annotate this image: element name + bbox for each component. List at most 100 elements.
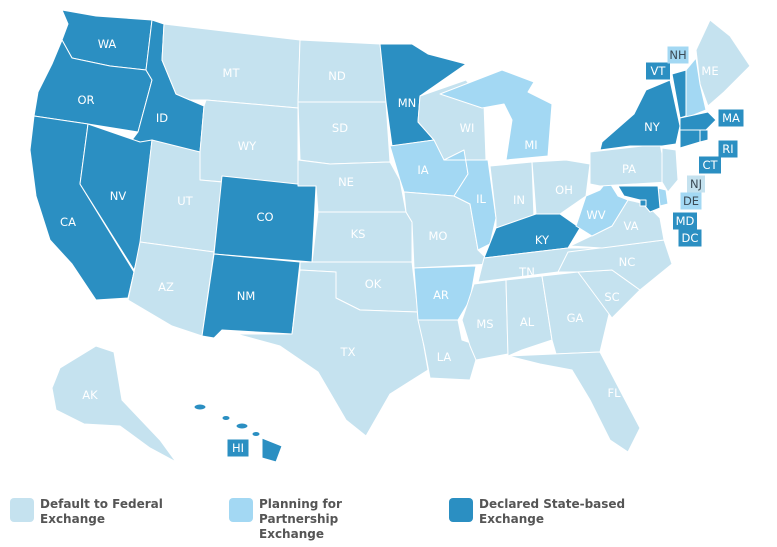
legend-label-federal-line2: Exchange — [40, 512, 105, 526]
state-callout-nh[interactable]: NH — [667, 46, 689, 64]
state-callout-box-hi — [227, 439, 249, 457]
state-label-ks: KS — [351, 227, 366, 241]
state-callout-hi[interactable]: HI — [227, 439, 249, 457]
state-callout-box-dc — [678, 229, 702, 247]
state-label-ky: KY — [535, 233, 550, 247]
state-MA[interactable] — [679, 111, 717, 131]
state-NJ[interactable] — [661, 147, 679, 193]
state-label-wa: WA — [98, 37, 117, 51]
state-label-ok: OK — [365, 277, 382, 291]
state-callout-ri[interactable]: RI — [718, 140, 738, 158]
state-NH[interactable] — [685, 57, 707, 119]
state-callout-box-nh — [667, 46, 689, 64]
state-label-nh: NH — [669, 48, 686, 62]
state-label-or: OR — [77, 93, 94, 107]
state-callout-box-md — [673, 212, 697, 230]
state-NY[interactable] — [599, 79, 681, 151]
legend-swatch-state — [449, 498, 473, 522]
state-AL[interactable] — [505, 275, 553, 357]
state-callout-ma[interactable]: MA — [718, 109, 744, 127]
state-label-de: DE — [683, 194, 699, 208]
state-callout-ct[interactable]: CT — [699, 156, 721, 174]
us-map-svg: WA OR CA ID NV MT WY UT AZ CO NM ND SD NE KS OK TX MN IA MO… — [29, 9, 751, 463]
state-HI[interactable] — [193, 403, 283, 463]
state-label-wv: WV — [586, 208, 605, 222]
legend: Default to Federal Exchange Planning for… — [0, 497, 777, 541]
state-label-ne: NE — [338, 175, 354, 189]
state-label-al: AL — [520, 315, 535, 329]
state-label-la: LA — [437, 350, 452, 364]
state-callout-box-ct — [699, 156, 721, 174]
us-map: WA OR CA ID NV MT WY UT AZ CO NM ND SD NE KS OK TX MN IA MO… — [29, 9, 751, 463]
state-callout-box-nj — [687, 175, 705, 193]
state-LA[interactable] — [417, 319, 481, 381]
state-label-ak: AK — [82, 388, 98, 402]
state-MD[interactable] — [617, 185, 661, 213]
legend-label-partnership: Planning for Partnership Exchange — [259, 497, 409, 542]
state-label-ms: MS — [476, 317, 493, 331]
legend-label-partnership-line2: Exchange — [259, 527, 324, 541]
state-label-ga: GA — [567, 311, 584, 325]
state-label-id: ID — [156, 111, 168, 125]
state-label-nj: NJ — [690, 177, 702, 191]
state-label-ct: CT — [702, 158, 718, 172]
state-callout-box-ri — [718, 140, 738, 158]
state-label-in: IN — [513, 193, 525, 207]
state-AK[interactable] — [51, 345, 177, 463]
state-label-ny: NY — [644, 120, 661, 134]
state-label-co: CO — [256, 210, 273, 224]
state-label-wi: WI — [460, 121, 475, 135]
state-callout-nj[interactable]: NJ — [687, 175, 705, 193]
state-ME[interactable] — [695, 19, 751, 107]
state-label-vt: VT — [651, 64, 667, 78]
state-label-il: IL — [476, 192, 486, 206]
state-label-hi: HI — [232, 441, 244, 455]
state-callout-vt[interactable]: VT — [646, 62, 670, 80]
state-label-tn: TN — [518, 265, 535, 279]
state-label-mn: MN — [398, 96, 417, 110]
state-IL[interactable] — [443, 149, 497, 251]
state-MI[interactable] — [439, 69, 553, 161]
state-label-mt: MT — [223, 66, 241, 80]
legend-item-partnership: Planning for Partnership Exchange — [229, 497, 409, 542]
state-callout-box-vt — [646, 62, 670, 80]
state-label-ca: CA — [60, 215, 76, 229]
state-label-oh: OH — [555, 183, 573, 197]
state-label-ma: MA — [722, 111, 740, 125]
state-label-nd: ND — [328, 69, 346, 83]
state-AR[interactable] — [413, 265, 477, 321]
state-label-dc: DC — [682, 231, 699, 245]
state-label-az: AZ — [158, 280, 174, 294]
state-CT[interactable] — [679, 129, 701, 149]
state-label-nv: NV — [110, 189, 127, 203]
legend-label-federal: Default to Federal Exchange — [40, 497, 190, 527]
state-callout-de[interactable]: DE — [680, 192, 702, 210]
legend-label-state: Declared State-based Exchange — [479, 497, 629, 527]
legend-swatch-partnership — [229, 498, 253, 522]
legend-label-state-line1: Declared State-based — [479, 497, 626, 511]
state-label-ia: IA — [417, 163, 428, 177]
state-label-ut: UT — [177, 194, 193, 208]
state-RI[interactable] — [699, 129, 709, 143]
state-WV[interactable] — [575, 179, 629, 237]
state-FL[interactable] — [507, 351, 641, 453]
state-label-nm: NM — [237, 289, 256, 303]
state-TX[interactable] — [235, 269, 429, 437]
state-label-va: VA — [624, 219, 639, 233]
state-KS[interactable] — [311, 211, 413, 263]
state-NC[interactable] — [557, 239, 673, 291]
state-label-ri: RI — [722, 142, 733, 156]
state-DC[interactable] — [639, 199, 647, 207]
legend-label-partnership-line1: Planning for Partnership — [259, 497, 342, 526]
state-label-nc: NC — [619, 255, 636, 269]
legend-item-federal: Default to Federal Exchange — [10, 497, 190, 527]
state-label-mi: MI — [524, 138, 537, 152]
state-callout-md[interactable]: MD — [673, 212, 697, 230]
state-label-fl: FL — [607, 386, 621, 400]
state-label-me: ME — [701, 64, 718, 78]
legend-label-federal-line1: Default to Federal — [40, 497, 163, 511]
state-label-sd: SD — [332, 121, 348, 135]
state-label-wy: WY — [238, 139, 257, 153]
state-callout-dc[interactable]: DC — [678, 229, 702, 247]
state-label-mo: MO — [429, 229, 448, 243]
